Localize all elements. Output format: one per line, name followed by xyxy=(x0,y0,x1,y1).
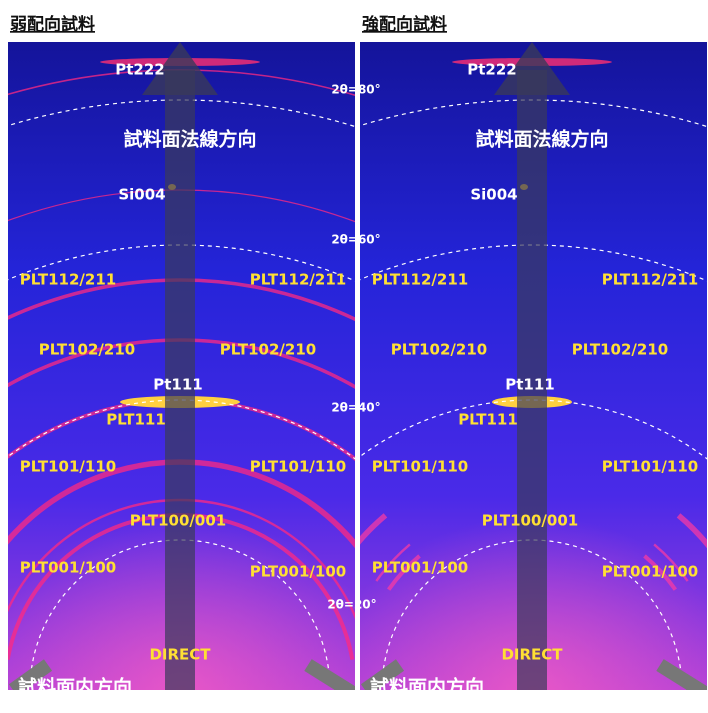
peak-label: 試料面法線方向 xyxy=(475,128,608,151)
angle-label: 2θ=40° xyxy=(331,401,380,415)
peak-label: PLT102/210 xyxy=(39,341,135,359)
panel-divider xyxy=(355,42,360,690)
peak-label: 試料面内方向 xyxy=(18,676,132,699)
peak-label: PLT111 xyxy=(106,411,166,429)
peak-label: DIRECT xyxy=(149,646,211,664)
peak-label: PLT101/110 xyxy=(20,458,116,476)
peak-label: 試料面法線方向 xyxy=(123,128,256,151)
peak-label: Pt111 xyxy=(153,376,202,394)
peak-label: Pt222 xyxy=(467,61,516,79)
peak-label: Si004 xyxy=(470,186,517,204)
peak-label: PLT001/100 xyxy=(250,563,346,581)
peak-label: 試料面内方向 xyxy=(370,676,484,699)
peak-label: PLT001/100 xyxy=(602,563,698,581)
peak-label: PLT102/210 xyxy=(572,341,668,359)
peak-label: PLT112/211 xyxy=(250,271,346,289)
peak-label: PLT101/110 xyxy=(250,458,346,476)
peak-label: PLT001/100 xyxy=(372,559,468,577)
angle-label: 2θ=80° xyxy=(331,83,380,97)
peak-label: Pt111 xyxy=(505,376,554,394)
peak-label: PLT112/211 xyxy=(20,271,116,289)
angle-label: 2θ=20° xyxy=(327,598,376,612)
panel-title: 強配向試料 xyxy=(362,14,447,35)
panel-title: 弱配向試料 xyxy=(10,14,95,35)
peak-label: PLT100/001 xyxy=(130,512,226,530)
peak-label: Si004 xyxy=(118,186,165,204)
peak-label: PLT102/210 xyxy=(391,341,487,359)
peak-label: PLT101/110 xyxy=(602,458,698,476)
peak-label: DIRECT xyxy=(501,646,563,664)
peak-label: PLT111 xyxy=(458,411,518,429)
peak-label: PLT112/211 xyxy=(602,271,698,289)
peak-label: PLT001/100 xyxy=(20,559,116,577)
peak-label: PLT102/210 xyxy=(220,341,316,359)
figure: 弱配向試料 Pt222 試料面法線方向 Si004 PLT112/211 PLT112/2… xyxy=(0,0,708,713)
peak-label: Pt222 xyxy=(115,61,164,79)
angle-label: 2θ=60° xyxy=(331,233,380,247)
peak-label: PLT112/211 xyxy=(372,271,468,289)
peak-label: PLT101/110 xyxy=(372,458,468,476)
peak-label: PLT100/001 xyxy=(482,512,578,530)
